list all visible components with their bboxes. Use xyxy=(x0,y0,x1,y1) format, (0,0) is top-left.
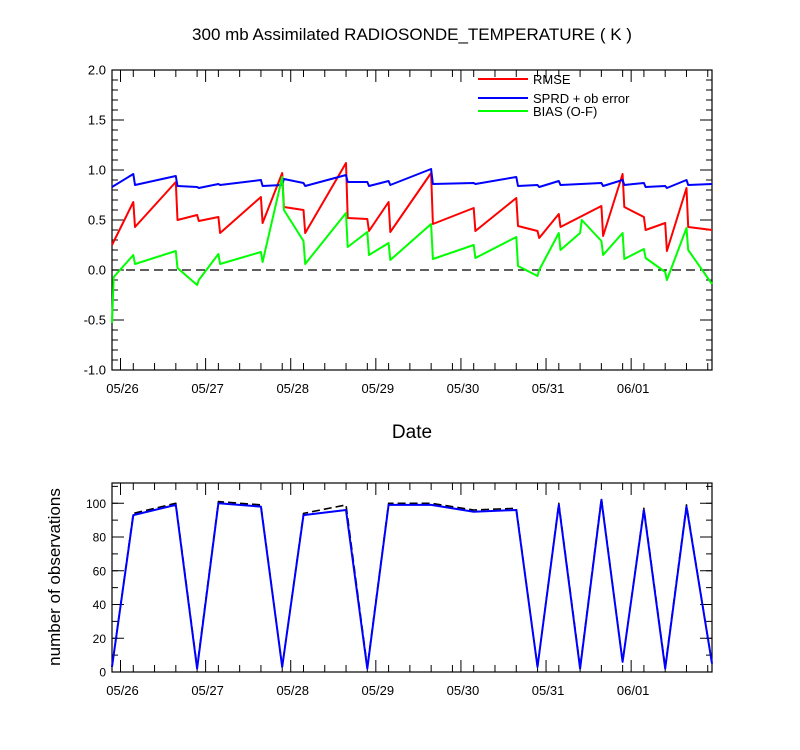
bottom-y-tick-label: 100 xyxy=(86,497,106,511)
top-y-tick-label: 2.0 xyxy=(88,63,106,78)
top-y-tick-label: 0.5 xyxy=(88,213,106,228)
top-x-tick-label: 05/27 xyxy=(191,381,224,396)
top-plot-area: 05/26 05/27 05/28 05/29 05/30 05/31 06/01 -1.0 -… xyxy=(84,63,713,396)
top-x-tick-label: 05/30 xyxy=(447,381,480,396)
bottom-series-possible xyxy=(111,497,713,668)
legend-label-rmse: RMSE xyxy=(533,72,571,87)
bottom-series-assimilated xyxy=(111,498,713,670)
top-y-tick-label: 1.0 xyxy=(88,163,106,178)
bottom-y-tick-label: 20 xyxy=(93,632,107,646)
top-series-rmse xyxy=(111,162,713,252)
bottom-plot-area: 05/26 05/27 05/28 05/29 05/30 05/31 06/01 0 20 40… xyxy=(86,482,713,698)
top-series-bias-o-f xyxy=(111,176,713,324)
bottom-x-tick-label: 05/26 xyxy=(106,683,139,698)
bottom-frame xyxy=(111,482,713,673)
top-chart-xlabel: Date xyxy=(392,422,432,443)
bottom-x-tick-label: 05/31 xyxy=(532,683,565,698)
legend-label-sprd: SPRD + ob error xyxy=(533,91,630,106)
top-series-sprd-ob-error xyxy=(111,168,713,189)
top-x-tick-label: 06/01 xyxy=(617,381,650,396)
bottom-x-tick-label: 06/01 xyxy=(617,683,650,698)
top-x-tick-label: 05/29 xyxy=(362,381,395,396)
top-x-tick-label: 05/28 xyxy=(276,381,309,396)
bottom-x-tick-label: 05/28 xyxy=(276,683,309,698)
bottom-x-tick-label: 05/27 xyxy=(191,683,224,698)
bottom-x-tick-label: 05/29 xyxy=(362,683,395,698)
legend-label-bias: BIAS (O-F) xyxy=(533,104,597,119)
bottom-y-tick-label: 40 xyxy=(93,598,107,612)
top-x-tick-label: 05/31 xyxy=(532,381,565,396)
top-chart-legend: RMSE SPRD + ob error BIAS (O-F) xyxy=(478,72,630,119)
top-y-tick-label: 1.5 xyxy=(88,113,106,128)
top-chart-title: 300 mb Assimilated RADIOSONDE_TEMPERATUR… xyxy=(192,25,632,44)
bottom-y-tick-label: 60 xyxy=(93,564,107,578)
top-y-tick-label: -1.0 xyxy=(84,363,106,378)
bottom-chart-ylabel: number of observations xyxy=(45,488,64,666)
bottom-y-tick-label: 80 xyxy=(93,531,107,545)
top-y-tick-label: 0.0 xyxy=(88,263,106,278)
bottom-x-tick-label: 05/30 xyxy=(447,683,480,698)
bottom-y-tick-label: 0 xyxy=(99,666,106,680)
top-y-tick-label: -0.5 xyxy=(84,313,106,328)
top-x-tick-label: 05/26 xyxy=(106,381,139,396)
